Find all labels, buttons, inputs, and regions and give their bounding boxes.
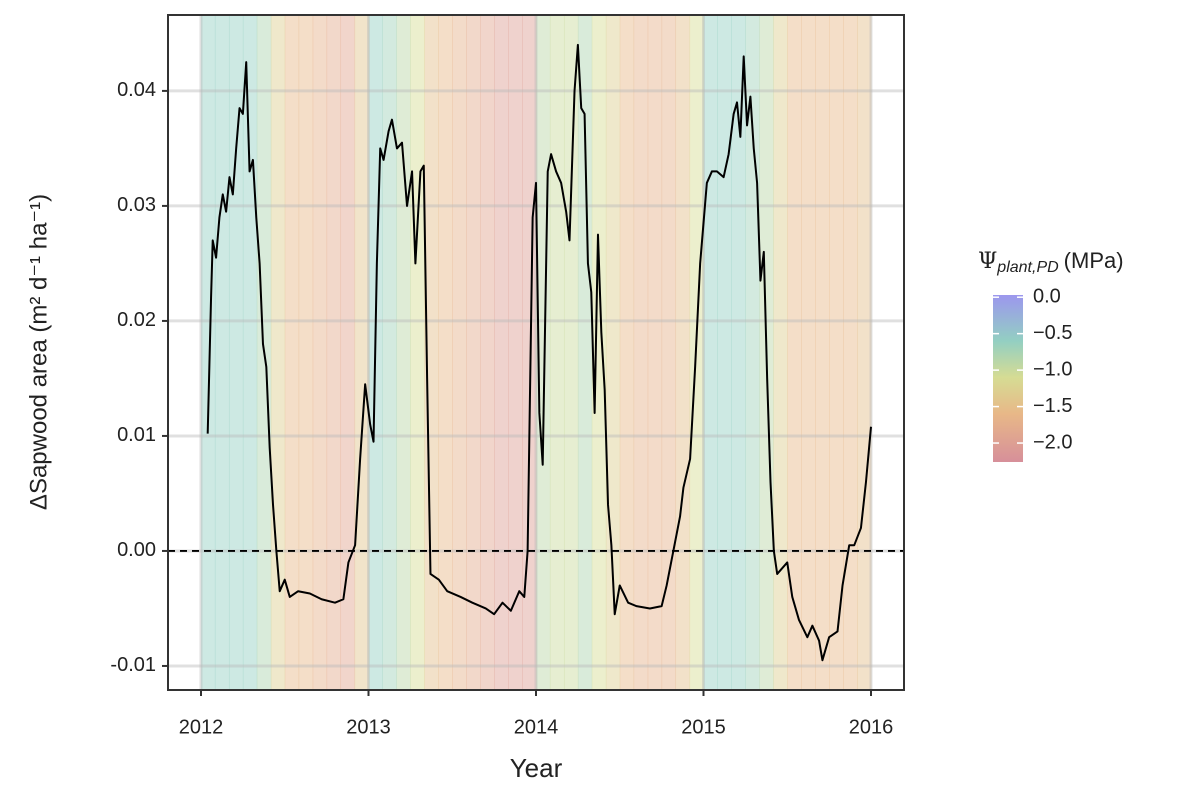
y-tick-label: 0.03 — [117, 194, 156, 216]
colorbar-tick-label: −1.5 — [1033, 395, 1072, 417]
background-band — [326, 15, 342, 690]
background-band — [619, 15, 635, 690]
colorbar-tick-label: 0.0 — [1033, 285, 1061, 307]
background-band — [731, 15, 746, 690]
background-band — [424, 15, 439, 690]
x-tick-label: 2016 — [849, 716, 894, 738]
background-band — [494, 15, 509, 690]
colorbar-tick-label: −1.0 — [1033, 358, 1072, 380]
legend-subscript: plant,PD — [996, 259, 1059, 276]
background-band — [843, 15, 858, 690]
background-band — [214, 15, 230, 690]
colorbar-tick-label: −2.0 — [1033, 431, 1072, 453]
x-tick-label: 2013 — [346, 716, 391, 738]
background-band — [801, 15, 816, 690]
background-band — [340, 15, 356, 690]
background-band — [857, 15, 872, 690]
background-band — [787, 15, 802, 690]
background-band — [815, 15, 830, 690]
background-band — [228, 15, 244, 690]
background-band — [284, 15, 300, 690]
background-band — [270, 15, 286, 690]
y-axis-title: ΔSapwood area (m² d⁻¹ ha⁻¹) — [25, 194, 52, 510]
x-tick-label: 2014 — [514, 716, 559, 738]
background-band — [675, 15, 691, 690]
x-tick-label: 2015 — [681, 716, 726, 738]
legend-symbol: Ψ — [978, 249, 997, 274]
background-band — [563, 15, 579, 690]
colorbar-tick-label: −0.5 — [1033, 322, 1072, 344]
background-band — [522, 15, 537, 690]
background-band — [396, 15, 411, 690]
background-band — [200, 15, 216, 690]
background-band — [312, 15, 328, 690]
background-band — [508, 15, 523, 690]
background-band — [591, 15, 607, 690]
y-tick-label: 0.02 — [117, 309, 156, 331]
y-tick-label: 0.00 — [117, 539, 156, 561]
background-band — [829, 15, 844, 690]
y-tick-label: 0.01 — [117, 424, 156, 446]
x-axis-title: Year — [510, 753, 563, 783]
legend-unit: (MPa) — [1064, 248, 1124, 273]
background-band — [577, 15, 593, 690]
colorbar — [993, 295, 1023, 462]
background-band — [438, 15, 453, 690]
background-band — [773, 15, 788, 690]
x-tick-label: 2012 — [179, 716, 224, 738]
background-band — [466, 15, 481, 690]
background-band — [661, 15, 677, 690]
y-tick-label: 0.04 — [117, 79, 156, 101]
background-band — [242, 15, 258, 690]
background-band — [298, 15, 314, 690]
background-band — [382, 15, 397, 690]
background-band — [633, 15, 649, 690]
background-band — [549, 15, 565, 690]
background-band — [703, 15, 718, 690]
background-band — [717, 15, 732, 690]
background-band — [354, 15, 369, 690]
background-band — [647, 15, 663, 690]
background-band — [480, 15, 495, 690]
background-band — [452, 15, 467, 690]
y-tick-label: -0.01 — [110, 654, 156, 676]
legend-title: Ψplant,PD (MPa) — [978, 248, 1124, 276]
data-line — [206, 43, 872, 662]
background-band — [410, 15, 425, 690]
